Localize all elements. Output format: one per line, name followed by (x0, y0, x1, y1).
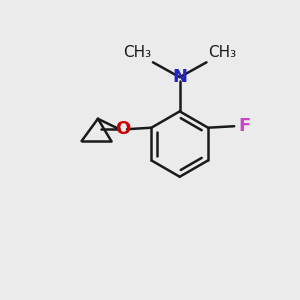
Text: F: F (238, 117, 250, 135)
Text: CH₃: CH₃ (123, 45, 151, 60)
Text: CH₃: CH₃ (208, 45, 237, 60)
Text: N: N (172, 68, 187, 86)
Text: O: O (116, 120, 131, 138)
